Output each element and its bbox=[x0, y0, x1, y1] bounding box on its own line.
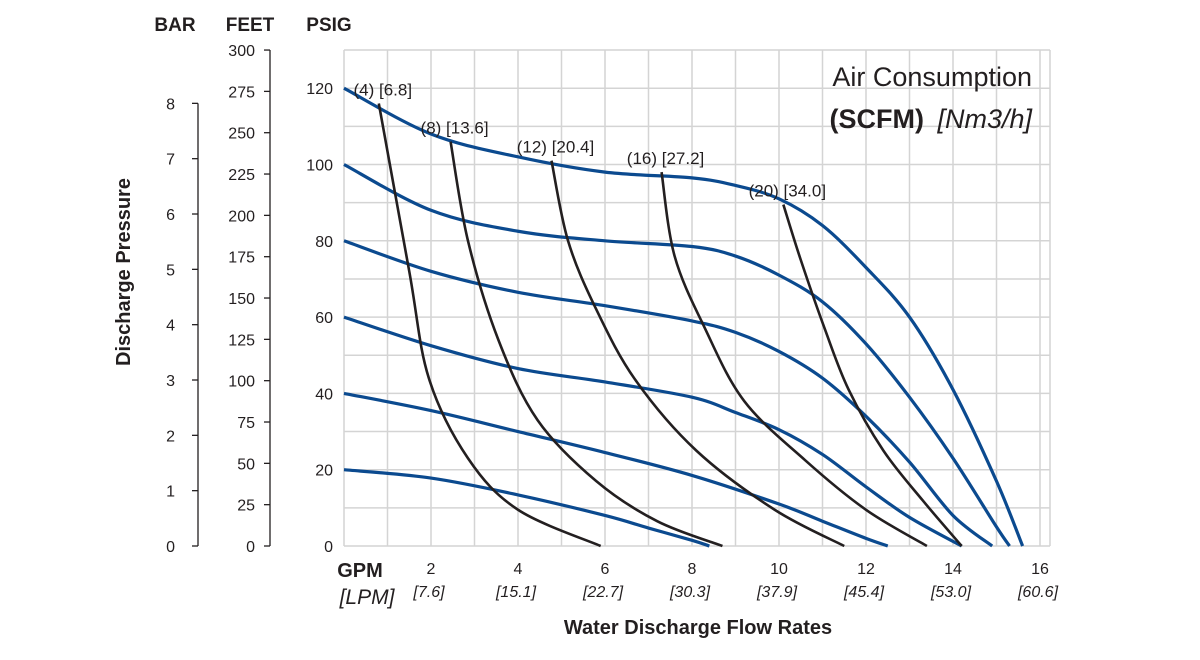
air-consumption-title: Air Consumption bbox=[832, 62, 1032, 92]
pressure-curve-40-psig bbox=[343, 391, 889, 548]
lpm-tick-label: [37.9] bbox=[756, 584, 798, 601]
lpm-tick-label: [15.1] bbox=[495, 584, 537, 601]
lpm-unit-label: [LPM] bbox=[339, 586, 396, 609]
feet-tick-label: 25 bbox=[237, 498, 255, 515]
axes: 0204060801001200123456780255075100125150… bbox=[166, 43, 1058, 601]
psig-tick-label: 120 bbox=[306, 81, 333, 98]
air-curve-label: (8) [13.6] bbox=[421, 119, 489, 138]
nm3h-label: [Nm3/h] bbox=[936, 104, 1033, 134]
x-axis-title: Water Discharge Flow Rates bbox=[564, 617, 832, 639]
bar-tick-label: 4 bbox=[166, 318, 175, 335]
air-curve-label: (16) [27.2] bbox=[627, 149, 705, 168]
gpm-tick-label: 14 bbox=[944, 561, 962, 578]
bar-tick-label: 3 bbox=[166, 373, 175, 390]
bar-tick-label: 5 bbox=[166, 262, 175, 279]
psig-tick-label: 20 bbox=[315, 463, 333, 480]
lpm-tick-label: [53.0] bbox=[930, 584, 972, 601]
feet-tick-label: 200 bbox=[228, 208, 255, 225]
feet-tick-label: 250 bbox=[228, 126, 255, 143]
bar-tick-label: 1 bbox=[166, 484, 175, 501]
pressure-curve-80-psig bbox=[343, 239, 994, 548]
gpm-tick-label: 16 bbox=[1031, 561, 1049, 578]
lpm-tick-label: [7.6] bbox=[412, 584, 445, 601]
air-curve bbox=[377, 103, 602, 548]
gpm-tick-label: 4 bbox=[514, 561, 523, 578]
psig-tick-label: 80 bbox=[315, 234, 333, 251]
feet-tick-label: 100 bbox=[228, 374, 255, 391]
air-curve-label: (4) [6.8] bbox=[354, 80, 413, 99]
gpm-tick-label: 8 bbox=[688, 561, 697, 578]
feet-tick-label: 0 bbox=[246, 539, 255, 556]
bar-tick-label: 0 bbox=[166, 539, 175, 556]
pressure-curve-100-psig bbox=[343, 163, 1011, 547]
feet-tick-label: 275 bbox=[228, 84, 255, 101]
feet-tick-label: 75 bbox=[237, 415, 255, 432]
feet-tick-label: 50 bbox=[237, 456, 255, 473]
gpm-tick-label: 6 bbox=[601, 561, 610, 578]
psig-tick-label: 100 bbox=[306, 158, 333, 175]
psig-tick-label: 0 bbox=[324, 539, 333, 556]
lpm-tick-label: [30.3] bbox=[669, 584, 711, 601]
gpm-tick-label: 12 bbox=[857, 561, 875, 578]
air-consumption-curves: (4) [6.8] (8) [13.6] (12) [20.4] (16) [27.2… bbox=[354, 80, 963, 548]
bar-unit-label: BAR bbox=[154, 15, 195, 36]
pressure-curve-60-psig bbox=[343, 315, 963, 548]
feet-tick-label: 300 bbox=[228, 43, 255, 60]
gpm-tick-label: 2 bbox=[427, 561, 436, 578]
air-curve bbox=[550, 160, 845, 548]
air-curve-label: (20) [34.0] bbox=[749, 182, 827, 201]
gpm-tick-label: 10 bbox=[770, 561, 788, 578]
psig-tick-label: 40 bbox=[315, 386, 333, 403]
y-axis-title: Discharge Pressure bbox=[113, 178, 135, 366]
air-curve bbox=[660, 171, 928, 548]
feet-tick-label: 175 bbox=[228, 250, 255, 267]
bar-tick-label: 2 bbox=[166, 428, 175, 445]
pressure-curve-20-psig bbox=[343, 468, 710, 548]
psig-tick-label: 60 bbox=[315, 310, 333, 327]
pressure-curves bbox=[343, 86, 1025, 548]
air-curve bbox=[782, 204, 963, 547]
lpm-tick-label: [60.6] bbox=[1017, 584, 1059, 601]
air-curve-label: (12) [20.4] bbox=[517, 138, 595, 157]
feet-tick-label: 150 bbox=[228, 291, 255, 308]
air-curve bbox=[449, 141, 723, 548]
bar-tick-label: 8 bbox=[166, 96, 175, 113]
feet-tick-label: 125 bbox=[228, 332, 255, 349]
scfm-label: (SCFM) bbox=[829, 104, 923, 134]
pressure-curve-120-psig bbox=[343, 86, 1025, 547]
feet-unit-label: FEET bbox=[226, 15, 275, 36]
gpm-unit-label: GPM bbox=[337, 560, 383, 582]
lpm-tick-label: [22.7] bbox=[582, 584, 624, 601]
bar-tick-label: 7 bbox=[166, 152, 175, 169]
feet-tick-label: 225 bbox=[228, 167, 255, 184]
psig-unit-label: PSIG bbox=[306, 15, 351, 36]
air-consumption-units: (SCFM) [Nm3/h] bbox=[829, 104, 1033, 134]
bar-tick-label: 6 bbox=[166, 207, 175, 224]
lpm-tick-label: [45.4] bbox=[843, 584, 885, 601]
